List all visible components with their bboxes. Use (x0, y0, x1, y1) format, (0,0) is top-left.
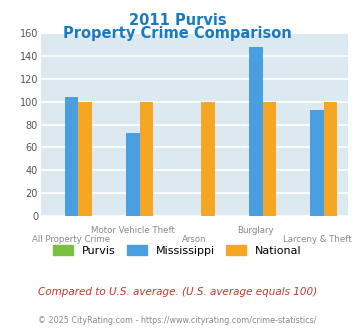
Text: Motor Vehicle Theft: Motor Vehicle Theft (91, 226, 175, 235)
Bar (78, 102, 92, 216)
Bar (249, 47, 263, 216)
Text: All Property Crime: All Property Crime (32, 235, 111, 245)
Text: © 2025 CityRating.com - https://www.cityrating.com/crime-statistics/: © 2025 CityRating.com - https://www.city… (38, 316, 317, 325)
Bar (263, 102, 276, 216)
Text: Property Crime Comparison: Property Crime Comparison (63, 26, 292, 41)
Bar (140, 102, 153, 216)
Text: Arson: Arson (182, 235, 207, 245)
Text: Compared to U.S. average. (U.S. average equals 100): Compared to U.S. average. (U.S. average … (38, 287, 317, 297)
Text: Burglary: Burglary (237, 226, 274, 235)
Bar (310, 110, 324, 216)
Text: 2011 Purvis: 2011 Purvis (129, 13, 226, 27)
Legend: Purvis, Mississippi, National: Purvis, Mississippi, National (49, 241, 306, 260)
Bar (201, 102, 215, 216)
Bar (324, 102, 338, 216)
Text: Larceny & Theft: Larceny & Theft (283, 235, 351, 245)
Bar (126, 133, 140, 216)
Bar (65, 97, 78, 216)
